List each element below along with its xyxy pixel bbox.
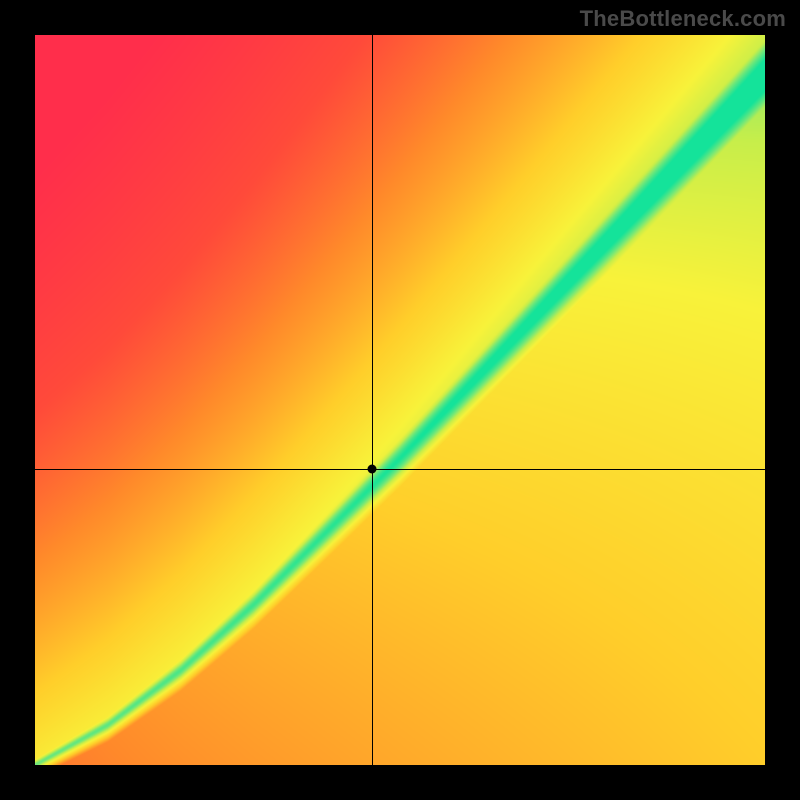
watermark-text: TheBottleneck.com [580, 6, 786, 32]
heatmap-canvas [35, 35, 765, 765]
chart-frame: TheBottleneck.com [0, 0, 800, 800]
heatmap-plot [35, 35, 765, 765]
